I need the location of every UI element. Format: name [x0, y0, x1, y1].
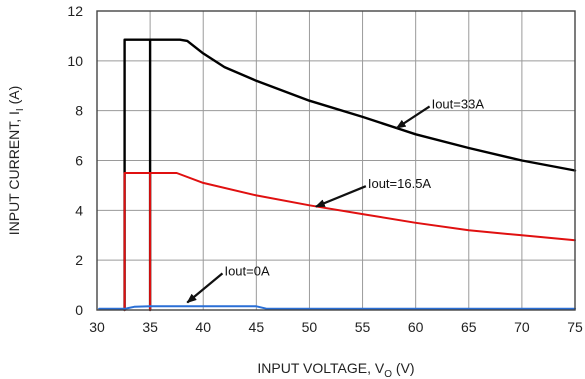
plot-frame — [96, 10, 576, 311]
series-lines — [98, 38, 577, 312]
annotation-arrow — [314, 185, 367, 208]
y-tick-label: 12 — [67, 3, 83, 19]
x-tick-label: 30 — [89, 319, 105, 335]
series-line-1 — [123, 38, 577, 312]
x-tick-label: 70 — [514, 319, 530, 335]
x-tick-label: 65 — [461, 319, 477, 335]
x-axis-title: INPUT VOLTAGE, VO (V) — [257, 360, 414, 379]
y-axis-title: INPUT CURRENT, II (A) — [6, 86, 26, 236]
annotation-label: Iout=0A — [224, 263, 270, 278]
y-tick-label: 8 — [75, 103, 83, 119]
grid-lines — [97, 11, 575, 310]
y-tick-label: 4 — [75, 202, 83, 218]
x-tick-label: 40 — [195, 319, 211, 335]
y-tick-label: 0 — [75, 302, 83, 318]
x-tick-label: 60 — [408, 319, 424, 335]
y-tick-label: 10 — [67, 53, 83, 69]
x-tick-label: 50 — [302, 319, 318, 335]
annotation-arrow — [186, 272, 224, 304]
series-line-3 — [98, 305, 576, 310]
y-tick-label: 6 — [75, 153, 83, 169]
tick-labels: 30 35 40 45 50 55 60 65 70 75 0 2 4 6 8 10 12 — [67, 3, 583, 335]
x-tick-label: 75 — [567, 319, 583, 335]
y-tick-label: 2 — [75, 252, 83, 268]
annotation-arrow — [395, 105, 431, 130]
annotations: Iout=33A Iout=16.5A Iout=0A — [186, 96, 485, 304]
x-tick-label: 55 — [355, 319, 371, 335]
annotation-label: Iout=16.5A — [368, 176, 432, 191]
x-tick-label: 45 — [249, 319, 265, 335]
annotation-label: Iout=33A — [432, 96, 485, 111]
series-line-2 — [123, 172, 576, 311]
x-tick-label: 35 — [142, 319, 158, 335]
